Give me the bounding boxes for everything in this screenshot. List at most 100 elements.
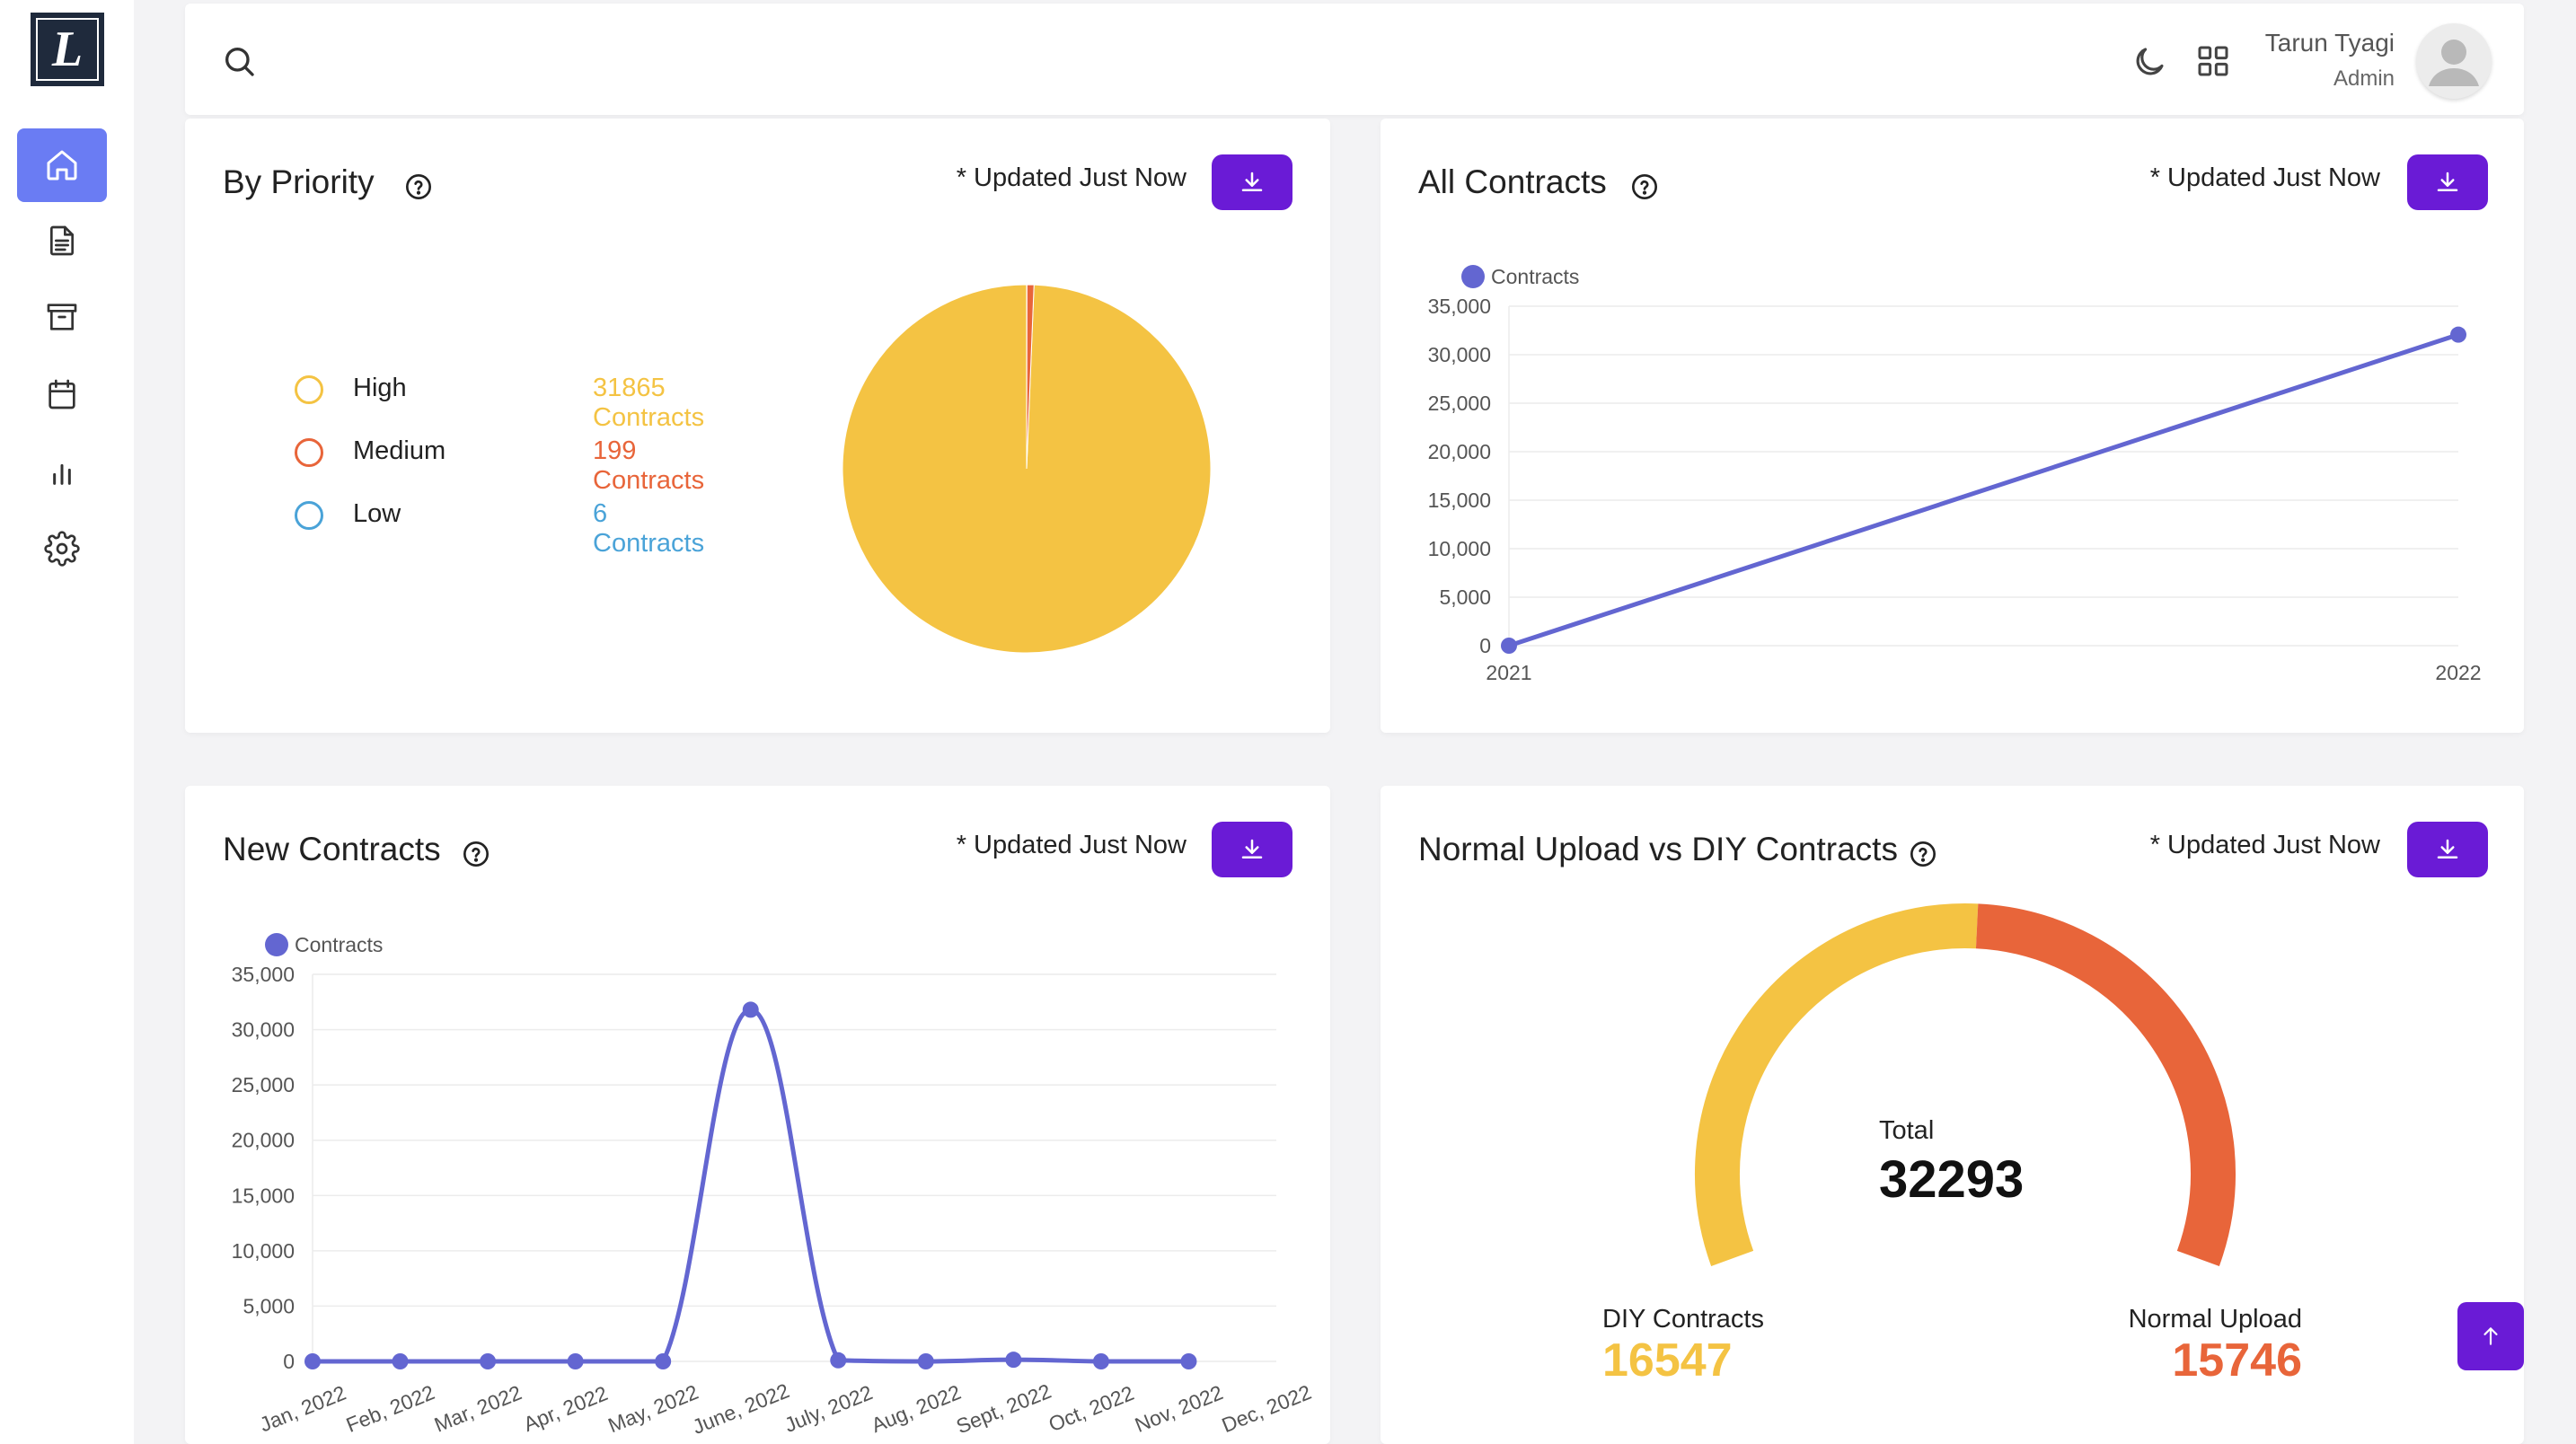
- nav-settings[interactable]: [17, 512, 107, 586]
- y-tick-label: 25,000: [1428, 392, 1491, 415]
- x-tick-label: 2022: [2435, 661, 2481, 684]
- gauge-arc-diy[interactable]: [1695, 903, 1979, 1266]
- y-tick-label: 20,000: [1428, 440, 1491, 463]
- x-tick-label: Feb, 2022: [343, 1380, 438, 1437]
- legend-value: 31865 Contracts: [593, 374, 705, 432]
- data-point[interactable]: [655, 1353, 672, 1369]
- download-button[interactable]: [2407, 154, 2488, 210]
- help-icon[interactable]: [1630, 172, 1659, 201]
- y-tick-label: 10,000: [232, 1239, 295, 1263]
- card-title: Normal Upload vs DIY Contracts: [1418, 831, 1898, 867]
- document-icon: [50, 225, 74, 256]
- card-title: By Priority: [223, 163, 375, 200]
- data-point[interactable]: [392, 1353, 409, 1369]
- user-name: Tarun Tyagi: [2264, 29, 2395, 57]
- y-tick-label: 10,000: [1428, 537, 1491, 560]
- apps-grid-icon[interactable]: [2195, 43, 2231, 79]
- x-tick-label: Dec, 2022: [1219, 1380, 1315, 1437]
- data-point[interactable]: [1501, 638, 1517, 654]
- x-tick-label: Nov, 2022: [1132, 1380, 1226, 1437]
- download-button[interactable]: [2407, 822, 2488, 877]
- arrow-up-icon: [2483, 1327, 2498, 1345]
- data-point[interactable]: [1092, 1353, 1109, 1369]
- help-icon[interactable]: [462, 840, 490, 868]
- download-button[interactable]: [1212, 822, 1292, 877]
- dark-mode-icon[interactable]: [2130, 43, 2168, 81]
- normal-upload-value: 15746: [2172, 1334, 2302, 1387]
- legend-label: Medium: [353, 436, 446, 465]
- y-tick-label: 35,000: [1428, 295, 1491, 318]
- top-header: Tarun Tyagi Admin: [185, 4, 2524, 115]
- x-tick-label: July, 2022: [781, 1380, 876, 1437]
- download-icon: [1241, 172, 1263, 191]
- search-icon[interactable]: [221, 43, 257, 79]
- by-priority-card: By Priority * Updated Just Now High 3186…: [185, 119, 1330, 733]
- user-role: Admin: [2333, 66, 2395, 91]
- data-point[interactable]: [1180, 1353, 1197, 1369]
- y-tick-label: 5,000: [1439, 586, 1491, 609]
- download-icon: [2437, 172, 2458, 191]
- nav-archive[interactable]: [17, 280, 107, 354]
- x-tick-label: Oct, 2022: [1045, 1381, 1137, 1436]
- calendar-icon: [49, 379, 75, 409]
- data-point[interactable]: [742, 1001, 759, 1018]
- x-tick-label: Jan, 2022: [256, 1381, 348, 1437]
- nav-documents[interactable]: [17, 204, 107, 277]
- x-tick-label: 2021: [1486, 661, 1531, 684]
- legend-marker: [295, 375, 323, 404]
- legend-label: Contracts: [1491, 265, 1579, 288]
- data-point[interactable]: [830, 1352, 847, 1369]
- upload-gauge-chart: [1695, 903, 2236, 1266]
- all-contracts-line-chart: 0 5,000 10,000 15,000 20,000 25,000 30,000 35,0…: [1428, 265, 2482, 684]
- gauge-total-label: Total: [1879, 1116, 1935, 1145]
- app-logo[interactable]: L: [31, 13, 104, 86]
- data-point[interactable]: [917, 1353, 934, 1369]
- legend-marker: [295, 438, 323, 467]
- upload-vs-diy-card: Normal Upload vs DIY Contracts * Updated…: [1381, 786, 2524, 1444]
- x-tick-label: Aug, 2022: [868, 1380, 964, 1437]
- avatar[interactable]: [2416, 23, 2492, 99]
- gauge-arc-normal[interactable]: [1975, 903, 2236, 1266]
- card-title: All Contracts: [1418, 163, 1607, 200]
- data-point[interactable]: [304, 1353, 321, 1369]
- legend-value: 199 Contracts: [593, 436, 705, 495]
- updated-status: * Updated Just Now: [2149, 831, 2380, 859]
- help-icon[interactable]: [404, 172, 433, 201]
- diy-contracts-label: DIY Contracts: [1602, 1305, 1764, 1334]
- all-contracts-card: All Contracts * Updated Just Now 0 5,000 1…: [1381, 119, 2524, 733]
- gauge-total-value: 32293: [1879, 1150, 2025, 1209]
- card-title: New Contracts: [223, 831, 441, 867]
- gear-icon: [44, 531, 80, 567]
- x-tick-label: Apr, 2022: [520, 1381, 611, 1436]
- series-line: [1508, 332, 2459, 648]
- download-icon: [1241, 839, 1263, 858]
- legend-label: High: [353, 374, 407, 402]
- bar-chart-icon: [53, 463, 71, 485]
- y-tick-label: 0: [283, 1350, 295, 1373]
- updated-status: * Updated Just Now: [956, 831, 1187, 859]
- data-point[interactable]: [1005, 1352, 1022, 1369]
- updated-status: * Updated Just Now: [2149, 163, 2380, 192]
- legend-label: Contracts: [295, 933, 383, 956]
- download-button[interactable]: [1212, 154, 1292, 210]
- y-tick-label: 35,000: [232, 963, 295, 986]
- nav-reports[interactable]: [17, 435, 107, 508]
- updated-status: * Updated Just Now: [956, 163, 1187, 192]
- x-tick-label: Mar, 2022: [431, 1380, 525, 1436]
- scroll-to-top-button[interactable]: [2457, 1302, 2524, 1370]
- new-contracts-card: New Contracts * Updated Just Now 0 5,000 1…: [185, 786, 1330, 1444]
- help-icon[interactable]: [1909, 840, 1937, 868]
- new-contracts-line-chart: 0 5,000 10,000 15,000 20,000 25,000 30,000 35,0…: [232, 933, 1315, 1439]
- legend-label: Low: [353, 499, 401, 528]
- nav-calendar[interactable]: [17, 357, 107, 431]
- series-line: [313, 1007, 1189, 1364]
- x-tick-label: May, 2022: [604, 1380, 701, 1438]
- legend-item-low: Low 6 Contracts: [185, 496, 724, 558]
- legend-marker: [265, 933, 288, 956]
- data-point[interactable]: [480, 1353, 497, 1369]
- data-point[interactable]: [567, 1353, 584, 1369]
- data-point[interactable]: [2450, 326, 2466, 343]
- archive-icon: [47, 304, 77, 330]
- nav-home[interactable]: [17, 128, 107, 202]
- logo-letter: L: [36, 18, 99, 81]
